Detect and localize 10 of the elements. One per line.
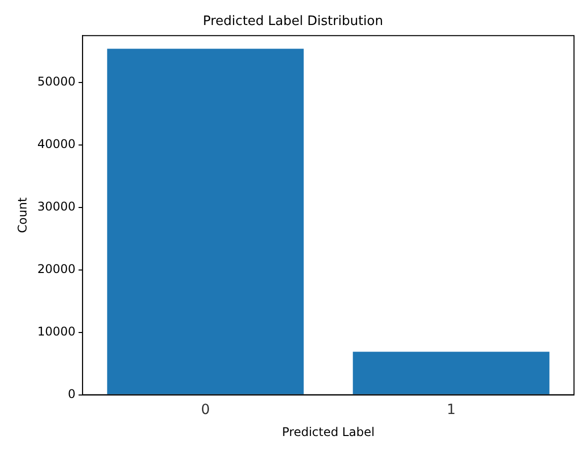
y-tick-label: 20000 [37,262,76,276]
chart-title: Predicted Label Distribution [202,14,384,30]
y-tick-label: 50000 [37,74,76,89]
y-tick-label: 10000 [37,324,76,338]
y-tick-label: 40000 [37,137,76,152]
y-tick-label: 30000 [37,200,76,214]
x-axis-title: Predicted Label [282,424,375,439]
x-tick-label: 1 [446,402,456,418]
y-axis-title: Count [15,197,30,234]
y-tick-label: 0 [68,386,76,401]
